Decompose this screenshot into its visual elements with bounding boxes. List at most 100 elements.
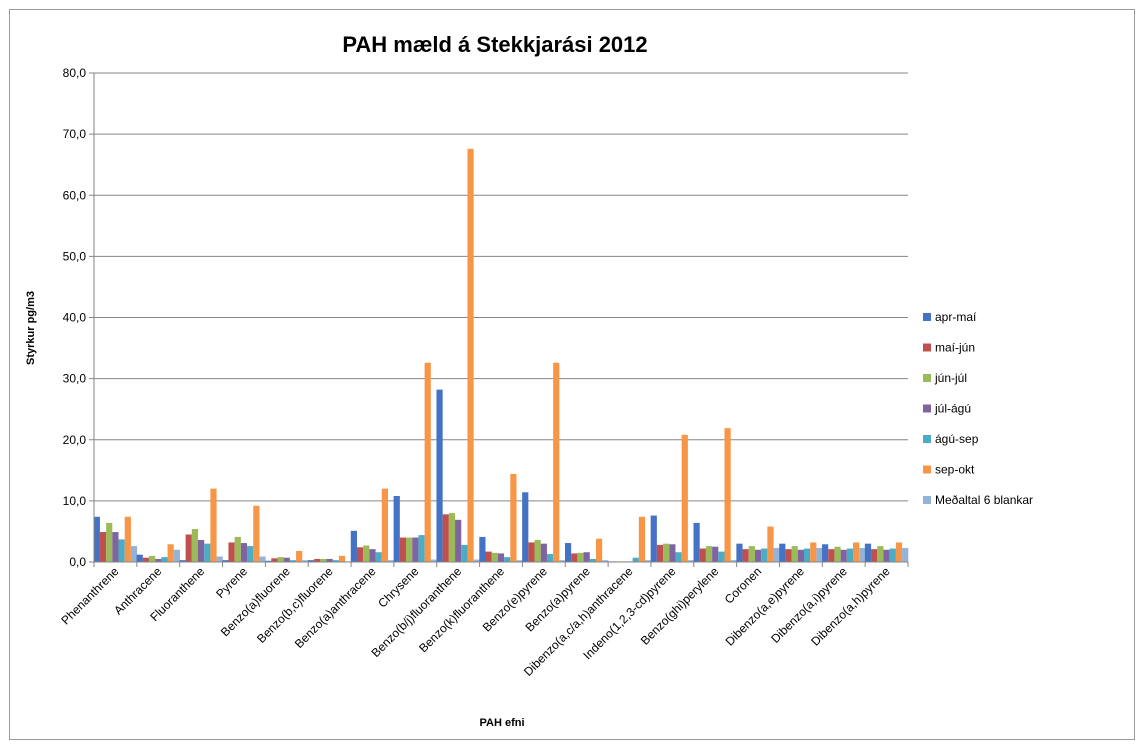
- y-tick-label: 10,0: [63, 494, 87, 508]
- legend: apr-maí maí-jún jún-júl júl-ágú ágú-sep sep-o…: [923, 310, 1033, 507]
- bar: [699, 548, 706, 562]
- bar: [656, 544, 664, 562]
- bar: [559, 560, 566, 562]
- y-tick-label: 0,0: [69, 555, 86, 569]
- bar: [93, 516, 100, 562]
- legend-entry: júl-ágú: [934, 402, 971, 416]
- x-axis-title: PAH efni: [479, 717, 524, 729]
- bar: [602, 560, 609, 562]
- bar: [307, 560, 315, 562]
- bar: [589, 558, 596, 562]
- bar: [112, 532, 119, 562]
- bar: [216, 556, 223, 562]
- bar: [210, 488, 217, 562]
- bar: [564, 543, 572, 562]
- bar: [816, 547, 823, 562]
- bar: [375, 552, 382, 562]
- bar: [142, 557, 149, 562]
- bar: [198, 539, 205, 562]
- bar: [773, 547, 780, 562]
- bar: [834, 546, 841, 562]
- bar: [412, 537, 419, 562]
- gridlines: [94, 72, 908, 563]
- bar: [840, 549, 847, 562]
- category-label: Dibenzo(a,i)pyrene: [768, 564, 850, 646]
- bar: [681, 434, 688, 562]
- bar: [669, 544, 676, 562]
- y-tick-label: 50,0: [63, 249, 87, 263]
- bar: [546, 554, 554, 562]
- bar: [387, 560, 395, 562]
- bar: [638, 516, 646, 562]
- bar: [510, 473, 517, 562]
- bar: [356, 547, 364, 562]
- bar: [467, 148, 474, 563]
- bar: [504, 557, 511, 562]
- bar: [645, 560, 652, 562]
- category-label: Coronen: [722, 564, 764, 606]
- bar: [797, 549, 804, 562]
- bar: [155, 558, 162, 562]
- bar: [369, 549, 376, 562]
- bar: [338, 555, 346, 562]
- bar: [883, 549, 890, 562]
- bar: [191, 528, 199, 562]
- bar: [761, 548, 768, 562]
- bar: [718, 551, 725, 562]
- bar: [296, 550, 303, 562]
- bar: [314, 558, 321, 562]
- bar: [705, 546, 713, 562]
- bar: [779, 543, 786, 562]
- bar: [167, 544, 174, 562]
- y-tick-label: 40,0: [63, 311, 87, 325]
- bar: [877, 546, 884, 562]
- y-tick-label: 20,0: [63, 433, 87, 447]
- bar: [534, 539, 541, 562]
- bar: [810, 542, 817, 562]
- bar: [99, 532, 107, 562]
- legend-swatch: [923, 435, 931, 443]
- bar: [828, 549, 835, 562]
- bar: [118, 539, 125, 562]
- bar: [902, 547, 909, 562]
- bar: [754, 549, 762, 562]
- bar: [173, 549, 180, 562]
- legend-entry: Meðaltal 6 blankar: [935, 493, 1033, 507]
- y-tick-label: 80,0: [63, 66, 87, 80]
- bar: [179, 560, 186, 562]
- bar: [516, 560, 523, 562]
- bar: [271, 558, 278, 562]
- bar: [136, 554, 143, 562]
- bar: [822, 544, 829, 562]
- bar: [583, 552, 590, 562]
- bar: [418, 535, 425, 562]
- bar: [846, 548, 854, 562]
- bar: [234, 536, 241, 562]
- bar: [124, 516, 131, 562]
- legend-swatch: [923, 343, 931, 352]
- bar: [326, 558, 333, 562]
- bar: [748, 546, 755, 562]
- bar: [222, 560, 229, 562]
- bar: [406, 537, 413, 562]
- bar: [473, 559, 480, 562]
- bar: [553, 362, 560, 562]
- bar: [895, 542, 903, 562]
- bar: [712, 546, 719, 562]
- legend-swatch: [923, 496, 931, 504]
- bar: [522, 492, 529, 562]
- bar: [650, 515, 657, 562]
- y-tick-label: 60,0: [63, 188, 87, 202]
- legend-entry: sep-okt: [935, 463, 975, 477]
- bar: [283, 557, 290, 562]
- legend-entry: maí-jún: [935, 341, 975, 355]
- bar: [791, 546, 798, 562]
- bar: [853, 542, 860, 562]
- bar: [289, 560, 297, 562]
- bar: [448, 513, 456, 562]
- category-label: Dibenzo(a,e)pyrene: [723, 564, 808, 649]
- bar: [479, 536, 486, 562]
- bar: [767, 526, 774, 562]
- bar: [442, 514, 449, 562]
